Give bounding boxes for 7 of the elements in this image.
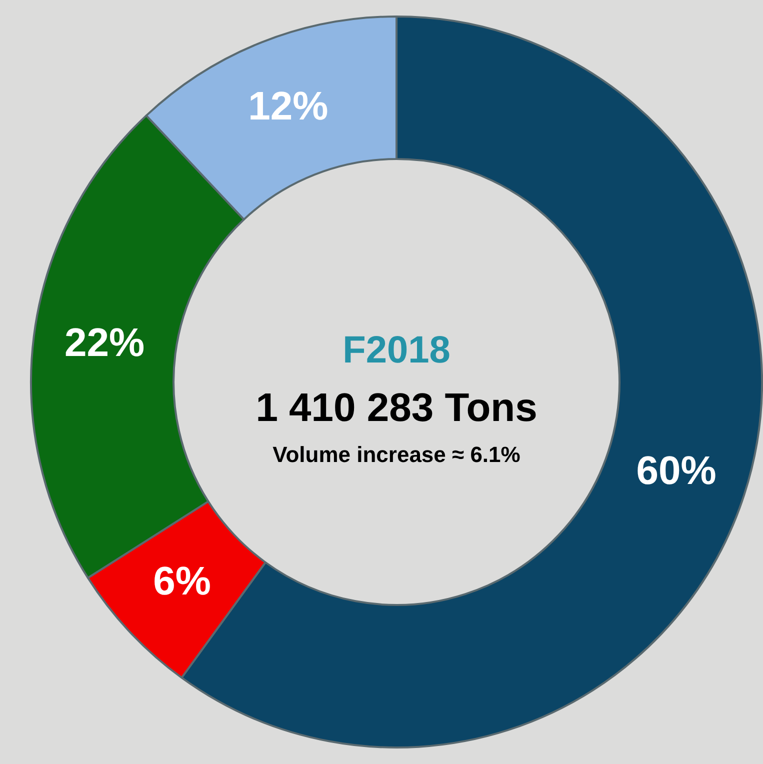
text: 1 410 283 Tons (256, 386, 538, 430)
data-label: 60% (636, 448, 716, 493)
text: Volume increase ≈ 6.1% (272, 442, 520, 468)
text: F2018 (342, 329, 450, 372)
data-label: 22% (64, 321, 145, 366)
data-label: 6% (153, 559, 211, 604)
data-label: 12% (248, 84, 328, 128)
